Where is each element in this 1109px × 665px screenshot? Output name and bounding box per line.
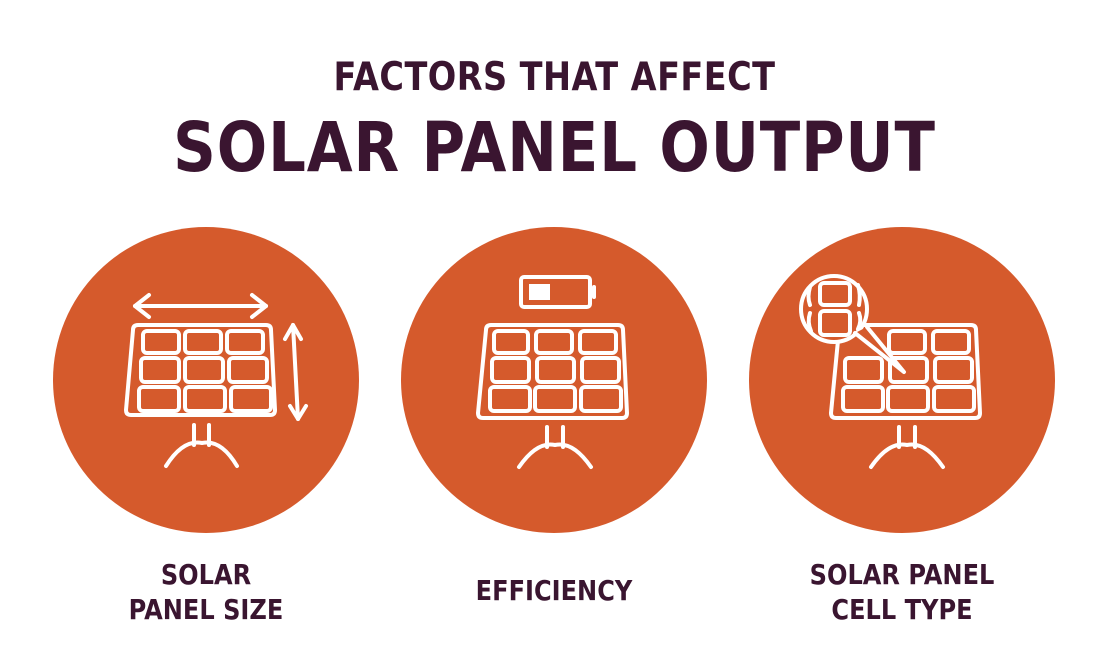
solar-panel-efficiency-icon (476, 275, 629, 469)
factor-label-line2: CELL TYPE (831, 593, 973, 626)
factor-label-line1: SOLAR PANEL (809, 558, 995, 591)
magnifier-icon (799, 274, 906, 374)
factor-label: SOLAR PANEL CELL TYPE (736, 557, 1068, 627)
factor-label: SOLAR PANEL SIZE (40, 557, 372, 627)
subtitle: FACTORS THAT AFFECT (333, 55, 776, 100)
factor-label-line2: PANEL SIZE (128, 593, 284, 626)
solar-panel-size-icon (124, 293, 308, 468)
factor-solar-panel-cell-type: SOLAR PANEL CELL TYPE (749, 227, 1055, 626)
factor-label-line1: SOLAR (160, 558, 252, 591)
battery-icon (519, 275, 592, 309)
page-title: SOLAR PANEL OUTPUT (173, 108, 936, 188)
factor-solar-panel-size: SOLAR PANEL SIZE (53, 227, 359, 626)
factor-circle (53, 227, 359, 533)
factor-circle (749, 227, 1055, 533)
factor-circle (401, 227, 707, 533)
factor-label: EFFICIENCY (388, 573, 720, 608)
factor-efficiency: EFFICIENCY (401, 227, 707, 607)
factor-label-line1: EFFICIENCY (475, 574, 633, 607)
solar-panel-cell-type-icon (799, 274, 982, 469)
